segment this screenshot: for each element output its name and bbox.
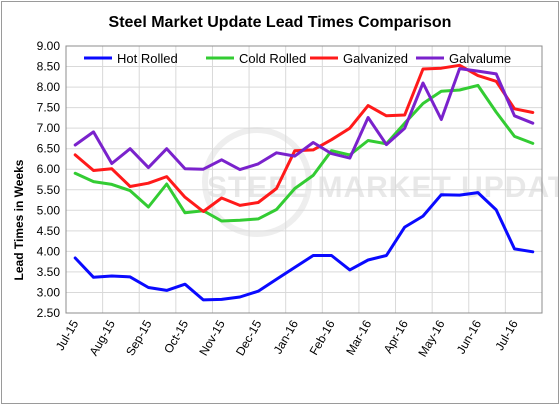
x-tick-label: Jul-16 [492, 317, 521, 353]
legend-label: Galvanized [343, 51, 408, 66]
legend-label: Cold Rolled [239, 51, 306, 66]
chart-title: Steel Market Update Lead Times Compariso… [109, 14, 452, 31]
x-tick-label: Feb-16 [307, 317, 338, 357]
series-line [73, 191, 535, 302]
y-tick-label: 8.00 [37, 80, 61, 94]
y-tick-label: 3.50 [37, 265, 61, 279]
x-tick-label: Aug-15 [87, 317, 119, 358]
legend-label: Galvalume [449, 51, 511, 66]
y-tick-label: 9.00 [37, 39, 61, 53]
y-tick-label: 7.00 [37, 121, 61, 135]
y-tick-label: 6.00 [37, 162, 61, 176]
x-tick-label: Jun-16 [454, 317, 485, 356]
series-lines [73, 63, 535, 302]
x-tick-label: Mar-16 [343, 317, 374, 357]
x-tick-label: Sep-15 [123, 317, 155, 358]
x-tick-label: Apr-16 [381, 317, 411, 355]
legend: Hot Rolled Cold Rolled Galvanized Galvalume [84, 51, 511, 66]
x-tick-label: Jul-15 [53, 317, 82, 353]
y-tick-label: 5.00 [37, 203, 61, 217]
y-axis-title: Lead Times in Weeks [12, 159, 26, 280]
y-tick-label: 2.50 [37, 306, 61, 320]
y-tick-label: 5.50 [37, 183, 61, 197]
x-tick-label: Oct-15 [161, 317, 191, 355]
y-tick-label: 3.00 [37, 285, 61, 299]
y-tick-label: 4.00 [37, 244, 61, 258]
x-tick-label: Nov-15 [196, 317, 228, 358]
series-line [73, 67, 535, 172]
series-line [73, 83, 535, 223]
x-tick-label: May-16 [415, 317, 447, 359]
plot-area [65, 45, 543, 314]
legend-label: Hot Rolled [117, 51, 178, 66]
y-tick-label: 4.50 [37, 224, 61, 238]
y-tick-label: 8.50 [37, 60, 61, 74]
x-tick-label: Jan-16 [271, 317, 302, 356]
y-tick-label: 6.50 [37, 142, 61, 156]
y-tick-label: 7.50 [37, 101, 61, 115]
x-tick-label: Dec-15 [233, 317, 265, 358]
